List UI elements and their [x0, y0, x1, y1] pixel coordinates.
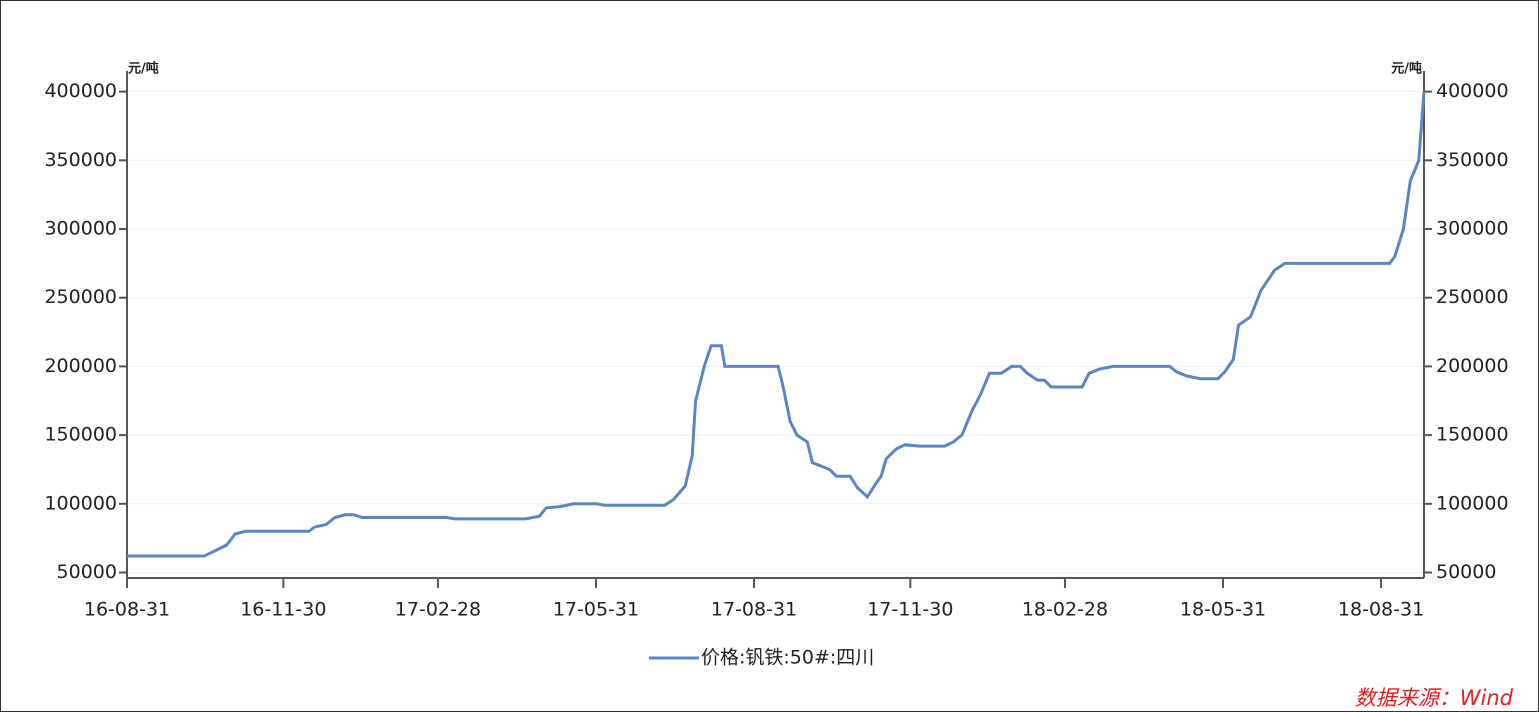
y-tick-label: 350000: [44, 149, 117, 171]
y-tick-label: 200000: [44, 355, 117, 377]
legend-label: 价格:钒铁:50#:四川: [701, 647, 874, 669]
y-tick-label: 150000: [44, 424, 117, 446]
y2-tick-label: 300000: [1436, 218, 1509, 240]
x-tick-label: 17-11-30: [867, 599, 953, 621]
x-tick-label: 18-02-28: [1022, 599, 1108, 621]
y-tick-label: 400000: [44, 80, 117, 102]
y-tick-label: 300000: [44, 218, 117, 240]
y2-tick-label: 150000: [1436, 424, 1509, 446]
y2-tick-label: 350000: [1436, 149, 1509, 171]
y-axis-unit: 元/吨: [128, 61, 159, 77]
x-tick-label: 16-11-30: [240, 599, 326, 621]
source-note: 数据来源：Wind: [1355, 686, 1514, 710]
y2-tick-label: 200000: [1436, 355, 1509, 377]
x-tick-label: 17-02-28: [395, 599, 481, 621]
x-tick-label: 17-08-31: [711, 599, 797, 621]
y-tick-label: 250000: [44, 286, 117, 308]
y-tick-label: 50000: [57, 561, 117, 583]
y2-tick-label: 50000: [1436, 561, 1496, 583]
x-tick-label: 18-05-31: [1180, 599, 1266, 621]
y2-tick-label: 100000: [1436, 492, 1509, 514]
y2-tick-label: 400000: [1436, 80, 1509, 102]
x-tick-label: 16-08-31: [84, 599, 170, 621]
x-tick-label: 18-08-31: [1338, 599, 1424, 621]
y2-tick-label: 250000: [1436, 286, 1509, 308]
price-line: [127, 91, 1426, 558]
x-tick-label: 17-05-31: [553, 599, 639, 621]
y-tick-label: 100000: [44, 492, 117, 514]
y2-axis-unit: 元/吨: [1391, 61, 1422, 77]
